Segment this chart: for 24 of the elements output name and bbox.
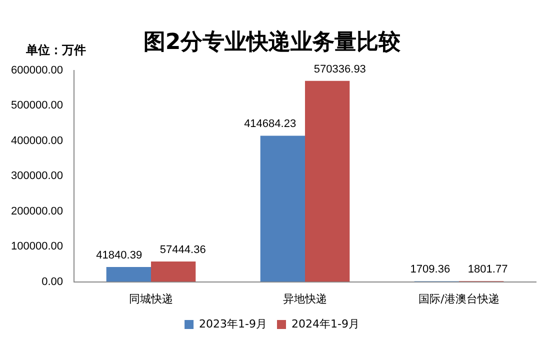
y-tick-label: 0.00: [42, 276, 63, 288]
data-label: 414684.23: [244, 118, 296, 130]
y-tick-label: 400000.00: [11, 134, 63, 147]
y-tick-label: 300000.00: [11, 170, 63, 182]
bar: [151, 262, 196, 282]
x-tick-label: 异地快递: [283, 292, 327, 306]
x-tick-label: 国际/港澳台快递: [418, 292, 500, 306]
y-tick-label: 500000.00: [11, 100, 63, 112]
bar: [260, 136, 305, 282]
bar: [106, 267, 151, 282]
data-label: 41840.39: [96, 250, 142, 262]
chart-title: 图2分专业快递业务量比较: [143, 28, 402, 55]
y-tick-label: 100000.00: [11, 240, 63, 253]
y-axis-title: 单位：万件: [26, 42, 86, 59]
y-tick-label: 600000.00: [11, 64, 63, 76]
data-label: 57444.36: [160, 244, 206, 256]
data-label: 1801.77: [468, 264, 508, 276]
bar: [305, 80, 350, 282]
data-label: 1709.36: [410, 264, 450, 276]
x-tick-label: 同城快递: [129, 292, 173, 306]
legend-label: 2023年1-9月: [199, 317, 268, 330]
legend-label: 2024年1-9月: [292, 317, 360, 330]
y-tick-label: 200000.00: [11, 205, 63, 218]
data-label: 570336.93: [314, 63, 366, 76]
